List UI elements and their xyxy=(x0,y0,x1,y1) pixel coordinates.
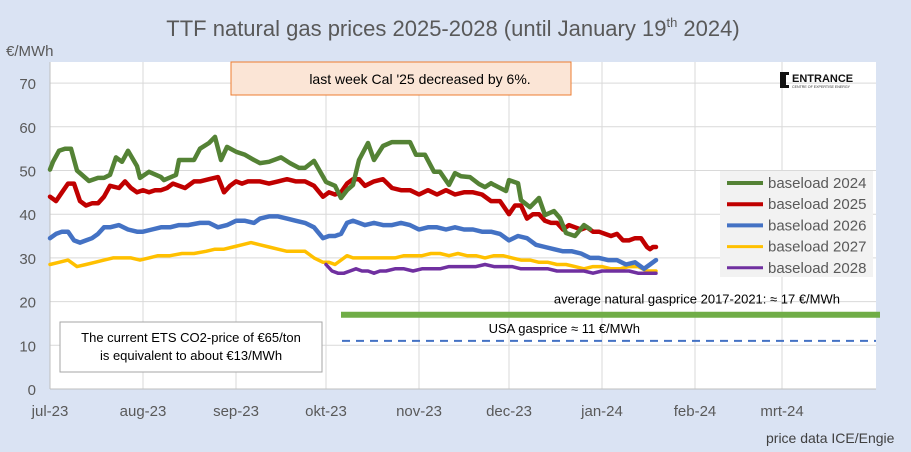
y-tick-labels: 0 10 20 30 40 50 60 70 xyxy=(19,76,36,399)
series-line-baseload-2026 xyxy=(47,214,659,272)
title-superscript: th xyxy=(666,15,677,30)
x-tick-label: jul-23 xyxy=(31,403,69,420)
title-end: 2024) xyxy=(677,16,739,41)
ets-note-line2: is equivalent to about €13/MWh xyxy=(100,348,282,363)
y-tick-label: 30 xyxy=(19,251,36,268)
legend-label: baseload 2024 xyxy=(768,175,866,192)
legend-label: baseload 2027 xyxy=(768,239,866,256)
series-line-baseload-2028 xyxy=(324,262,658,275)
logo-bracket-icon xyxy=(780,72,786,88)
legend-label: baseload 2028 xyxy=(768,260,866,277)
ets-note-box: The current ETS CO2-price of €65/ton is … xyxy=(59,321,323,373)
legend: baseload 2024 baseload 2025 baseload 2026 b… xyxy=(720,171,873,277)
avg-gasprice-label: average natural gasprice 2017-2021: ≈ 17… xyxy=(554,292,840,307)
series-line-baseload-2024 xyxy=(47,134,593,239)
y-tick-label: 70 xyxy=(19,76,36,93)
entrance-logo: ENTRANCE CENTRE OF EXPERTISE ENERGY xyxy=(780,72,853,89)
legend-label: baseload 2026 xyxy=(768,217,866,234)
callout-box: last week Cal '25 decreased by 6%. xyxy=(230,61,572,96)
logo-name: ENTRANCE xyxy=(792,73,853,85)
y-tick-label: 0 xyxy=(28,382,36,399)
callout-text: last week Cal '25 decreased by 6%. xyxy=(309,71,530,87)
x-tick-label: nov-23 xyxy=(396,403,442,420)
x-tick-label: mrt-24 xyxy=(760,403,803,420)
x-tick-label: feb-24 xyxy=(674,403,717,420)
usa-gasprice-label: USA gasprice ≈ 11 €/MWh xyxy=(489,321,640,336)
y-tick-label: 20 xyxy=(19,295,36,312)
x-tick-labels: jul-23 aug-23 sep-23 okt-23 nov-23 dec-23 jan-… xyxy=(31,403,804,420)
x-tick-label: jan-24 xyxy=(580,403,623,420)
logo-subtitle: CENTRE OF EXPERTISE ENERGY xyxy=(792,85,851,89)
ets-note-line1: The current ETS CO2-price of €65/ton xyxy=(81,330,301,345)
y-tick-label: 60 xyxy=(19,120,36,137)
title-main: TTF natural gas prices 2025-2028 (until … xyxy=(166,16,666,41)
y-tick-label: 10 xyxy=(19,338,36,355)
source-label: price data ICE/Engie xyxy=(766,430,895,446)
x-tick-label: sep-23 xyxy=(213,403,259,420)
chart-title: TTF natural gas prices 2025-2028 (until … xyxy=(166,15,739,41)
x-tick-label: aug-23 xyxy=(120,403,167,420)
series-line-baseload-2027 xyxy=(48,240,658,273)
reference-lines: average natural gasprice 2017-2021: ≈ 17… xyxy=(341,292,880,342)
y-tick-label: 40 xyxy=(19,207,36,224)
legend-label: baseload 2025 xyxy=(768,196,866,213)
y-axis-label: €/MWh xyxy=(6,43,54,60)
x-tick-label: okt-23 xyxy=(305,403,347,420)
x-tick-label: dec-23 xyxy=(486,403,532,420)
series-group xyxy=(47,134,659,275)
y-tick-label: 50 xyxy=(19,164,36,181)
